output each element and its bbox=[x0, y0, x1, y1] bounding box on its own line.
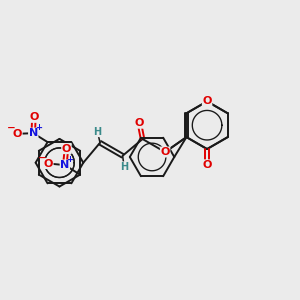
Text: O: O bbox=[160, 147, 170, 157]
Text: O: O bbox=[62, 144, 71, 154]
Text: H: H bbox=[93, 127, 102, 136]
Text: O: O bbox=[13, 129, 22, 139]
Text: O: O bbox=[202, 96, 212, 106]
Text: O: O bbox=[202, 160, 212, 170]
Text: O: O bbox=[135, 118, 144, 128]
Text: −: − bbox=[7, 122, 15, 133]
Text: O: O bbox=[44, 158, 53, 169]
Text: O: O bbox=[29, 112, 39, 122]
Text: −: − bbox=[38, 153, 46, 163]
Text: N: N bbox=[28, 128, 38, 138]
Text: +: + bbox=[66, 155, 74, 164]
Text: N: N bbox=[60, 160, 70, 170]
Text: H: H bbox=[120, 162, 128, 172]
Text: +: + bbox=[35, 123, 42, 132]
